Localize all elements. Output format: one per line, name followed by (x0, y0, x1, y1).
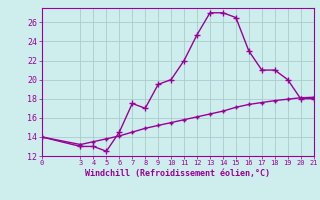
X-axis label: Windchill (Refroidissement éolien,°C): Windchill (Refroidissement éolien,°C) (85, 169, 270, 178)
